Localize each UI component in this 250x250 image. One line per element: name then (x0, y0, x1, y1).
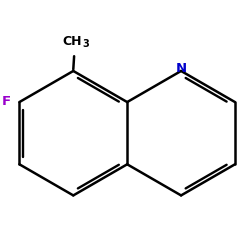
Text: CH: CH (62, 35, 82, 48)
Text: F: F (1, 95, 11, 108)
Text: N: N (176, 62, 187, 75)
Text: 3: 3 (82, 39, 89, 49)
